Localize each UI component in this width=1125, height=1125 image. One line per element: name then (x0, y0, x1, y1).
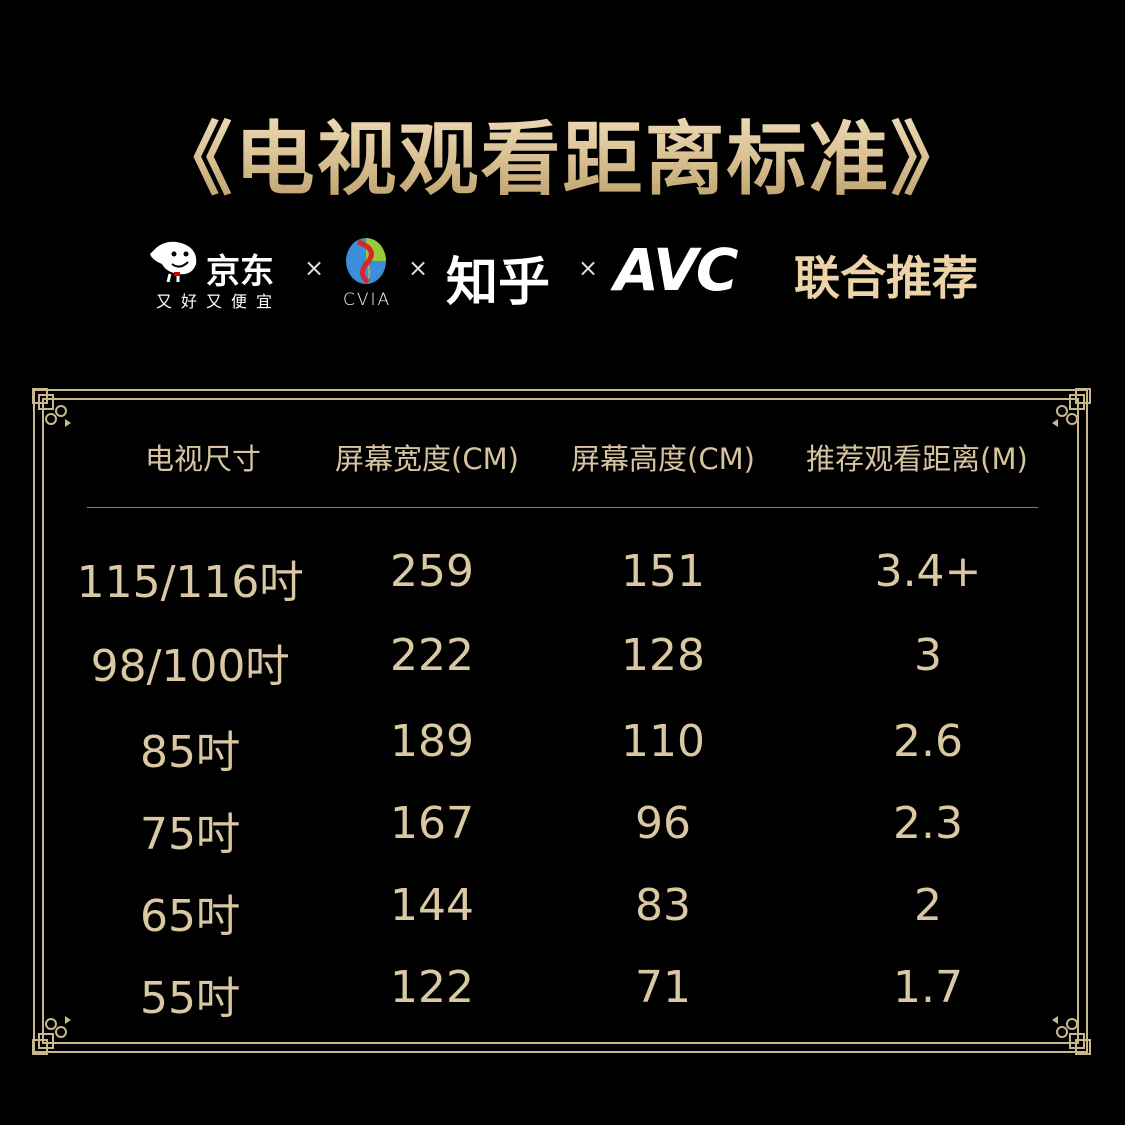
cvia-globe-icon (346, 238, 386, 284)
header-tv-size: 电视尺寸 (144, 442, 262, 476)
cell-screen-width: 122 (390, 962, 474, 1013)
header-viewing-distance: 推荐观看距离(M) (806, 442, 1028, 476)
cell-screen-width: 144 (390, 880, 474, 931)
cell-screen-height: 110 (621, 716, 705, 767)
cvia-logo: CVIA (340, 236, 396, 310)
cell-tv-size: 65吋 (140, 891, 240, 942)
cvia-name: CVIA (343, 290, 392, 310)
jd-slogan: 又好又便宜 (156, 292, 282, 311)
cell-tv-size: 75吋 (140, 809, 240, 860)
ornament-corner-icon (1052, 1016, 1091, 1055)
avc-tagline: 联合推荐 (794, 251, 978, 305)
cell-screen-height: 128 (621, 630, 705, 681)
jd-name: 京东 (206, 252, 274, 292)
ornament-corner-icon (1052, 388, 1091, 427)
ornament-corner-icon (32, 1016, 71, 1055)
cell-screen-height: 71 (635, 962, 691, 1013)
avc-logo: AVC (614, 236, 738, 304)
separator-x: × (408, 254, 429, 282)
cell-viewing-distance: 2 (914, 880, 942, 931)
page-title: 《电视观看距离标准》 (0, 95, 1125, 211)
cell-tv-size: 55吋 (140, 973, 240, 1024)
separator-x: × (578, 254, 599, 282)
cell-screen-width: 222 (390, 630, 474, 681)
cell-tv-size: 115/116吋 (76, 557, 304, 608)
cell-screen-width: 167 (390, 798, 474, 849)
table-frame-outer (33, 389, 1088, 1053)
header-divider (87, 507, 1038, 508)
cell-viewing-distance: 2.3 (893, 798, 963, 849)
jd-dog-icon (150, 241, 197, 282)
cell-screen-width: 259 (390, 546, 474, 597)
cell-screen-height: 83 (635, 880, 691, 931)
cell-viewing-distance: 3 (914, 630, 942, 681)
ornament-corner-icon (32, 388, 71, 427)
separator-x: × (304, 254, 325, 282)
cell-screen-height: 96 (635, 798, 691, 849)
jd-logo: 京东 又好又便宜 (148, 236, 288, 311)
cell-tv-size: 98/100吋 (90, 641, 290, 692)
cell-screen-height: 151 (621, 546, 705, 597)
partner-logos: 京东 又好又便宜 × CVIA × 知乎 × AVC 联合推荐 (0, 232, 1125, 313)
table-frame-inner (42, 398, 1079, 1044)
cell-viewing-distance: 1.7 (893, 962, 963, 1013)
header-screen-width: 屏幕宽度(CM) (335, 442, 519, 476)
zhihu-logo: 知乎 (446, 253, 551, 313)
cell-screen-width: 189 (390, 716, 474, 767)
cell-viewing-distance: 2.6 (893, 716, 963, 767)
cell-tv-size: 85吋 (140, 727, 240, 778)
header-screen-height: 屏幕高度(CM) (571, 442, 755, 476)
cell-viewing-distance: 3.4+ (874, 546, 982, 597)
